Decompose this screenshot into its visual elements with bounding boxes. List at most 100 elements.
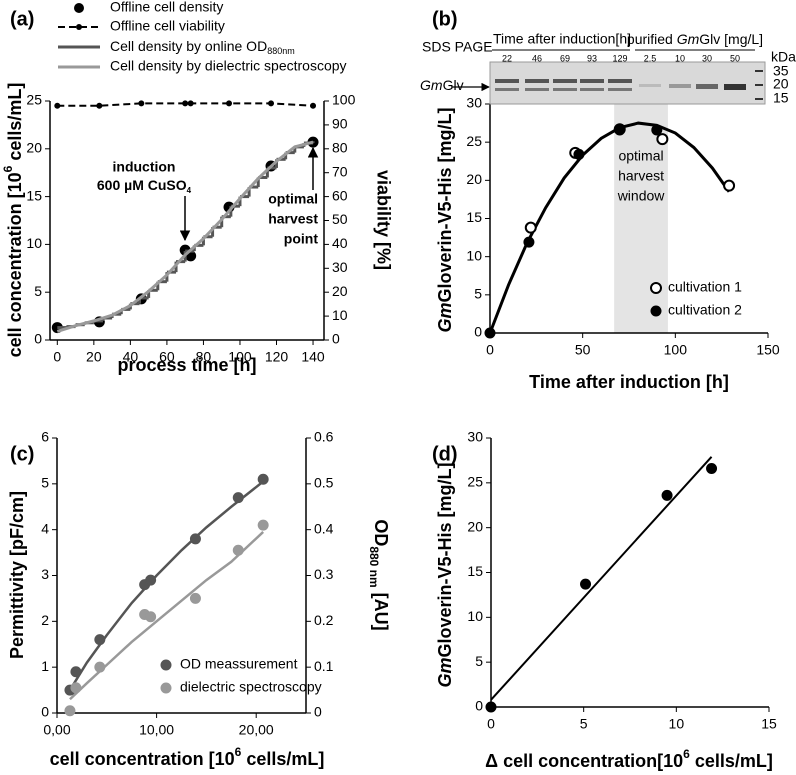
gel-band	[608, 88, 632, 91]
gel-band	[495, 88, 519, 91]
gel-lane: 50	[730, 53, 740, 63]
x-axis-title: Δ cell concentration[106 cells/mL]	[485, 747, 773, 771]
legend-label: cultivation 2	[668, 302, 742, 318]
gel-band	[553, 79, 577, 83]
y2-tick-label: 80	[332, 140, 348, 156]
annotation: 600 µM CuSO4	[97, 177, 192, 195]
x-tick-label: 20	[86, 349, 102, 365]
legend-marker	[160, 682, 172, 694]
x-axis-title: cell concentration [106 cells/mL]	[50, 745, 325, 769]
fit-curve	[69, 531, 265, 701]
y-tick-label: 0	[41, 704, 49, 720]
y-tick-label: 0	[475, 698, 483, 714]
y-tick-label: 10	[466, 247, 482, 263]
gel-group: purified GmGlv [mg/L]	[627, 31, 763, 47]
gel-band	[724, 84, 746, 90]
x-tick-label: 10	[669, 716, 685, 732]
y2-tick-label: 100	[332, 92, 356, 108]
gel-lane: 22	[502, 53, 512, 63]
y-tick-label: 0	[474, 324, 482, 340]
y-tick-label: 25	[26, 92, 42, 108]
data-point	[573, 148, 585, 160]
data-point	[485, 701, 497, 713]
y2-tick-label: 90	[332, 116, 348, 132]
gel-marker: 20	[773, 76, 789, 92]
legend-label-part: Cell density by online OD	[110, 38, 267, 54]
gel-band	[580, 88, 604, 91]
y-tick-label: 15	[466, 209, 482, 225]
y-tick-label: 3	[41, 566, 49, 582]
y-tick-label: 5	[41, 475, 49, 491]
y-axis-title-part: Gm	[435, 303, 455, 333]
data-point	[268, 100, 275, 107]
y2-axis-title: viability [%]	[373, 170, 393, 270]
annotation: induction	[113, 159, 176, 175]
y-tick-label: 10	[26, 235, 42, 251]
fit-curve	[490, 456, 713, 701]
x-tick-label: 0,00	[43, 722, 70, 738]
y2-tick-label: 50	[332, 211, 348, 227]
legend-label: dielectric spectroscopy	[180, 679, 322, 695]
y-axis-title-part: Gm	[435, 658, 455, 688]
y2-tick-label: 0	[314, 704, 322, 720]
x-axis-title-part: 6	[235, 745, 242, 759]
x-axis-title-part: cell concentration [10	[50, 749, 235, 769]
y-tick-label: 20	[26, 140, 42, 156]
data-point	[94, 634, 106, 646]
y2-tick-label: 60	[332, 187, 348, 203]
gel-band-label: GmGlv	[420, 77, 464, 93]
y-tick-label: 30	[467, 429, 483, 445]
gel-lane: 69	[560, 53, 570, 63]
data-point	[187, 100, 194, 107]
y2-axis-title-part: [AU]	[371, 588, 391, 631]
y2-axis-title: OD880 nm [AU]	[367, 519, 391, 630]
legend-marker	[160, 659, 172, 671]
data-point	[189, 592, 201, 604]
y-axis-title-part: Gloverin-V5-His [mg/L]	[435, 462, 455, 657]
x-tick-label: 0	[53, 349, 61, 365]
gel-group: Time after induction[h]	[493, 31, 631, 47]
x-tick-label: 10,00	[139, 722, 174, 738]
y-tick-label: 20	[467, 518, 483, 534]
y-axis-title: GmGloverin-V5-His [mg/L]	[435, 462, 455, 687]
annotation: harvest	[268, 211, 318, 227]
data-point	[232, 544, 244, 556]
data-point	[70, 682, 82, 694]
y2-tick-label: 10	[332, 307, 348, 323]
gel-band	[608, 79, 632, 83]
y-axis-title-part: cells/mL]	[5, 83, 25, 166]
legend-label: Cell density by dielectric spectroscopy	[110, 58, 347, 74]
data-point	[145, 611, 157, 623]
legend-label: cultivation 1	[668, 279, 742, 295]
legend-label: OD meassurement	[180, 656, 298, 672]
panel-label: (a)	[10, 8, 34, 30]
gel-title: SDS PAGE	[422, 39, 493, 55]
data-point	[614, 124, 626, 136]
y2-tick-label: 0.3	[314, 566, 334, 582]
gel-group-part: Gm	[677, 31, 700, 47]
gel-band-label-part: Glv	[443, 77, 464, 93]
data-point	[524, 221, 537, 234]
gel-band	[525, 88, 549, 91]
annotation: harvest	[618, 168, 664, 184]
x-tick-label: 0	[487, 716, 495, 732]
y2-tick-label: 40	[332, 235, 348, 251]
data-point	[138, 100, 145, 107]
y-axis-title-part: 6	[1, 165, 15, 172]
legend-marker	[650, 282, 662, 294]
gel-group-part: purified	[627, 31, 677, 47]
data-point	[182, 100, 189, 107]
y-tick-label: 6	[41, 429, 49, 445]
data-point	[70, 666, 82, 678]
x-tick-label: 20,00	[239, 722, 274, 738]
x-axis-title-part: cells/mL]	[690, 751, 773, 771]
x-tick-label: 15	[761, 716, 777, 732]
gel-lane: 10	[675, 53, 685, 63]
data-point	[64, 705, 76, 717]
data-point	[706, 462, 718, 474]
gel-lane: 46	[532, 53, 542, 63]
panel-label: (c)	[10, 443, 34, 465]
series-line	[56, 140, 314, 333]
y2-axis-title-part: 880 nm	[367, 546, 381, 587]
data-point	[661, 489, 673, 501]
